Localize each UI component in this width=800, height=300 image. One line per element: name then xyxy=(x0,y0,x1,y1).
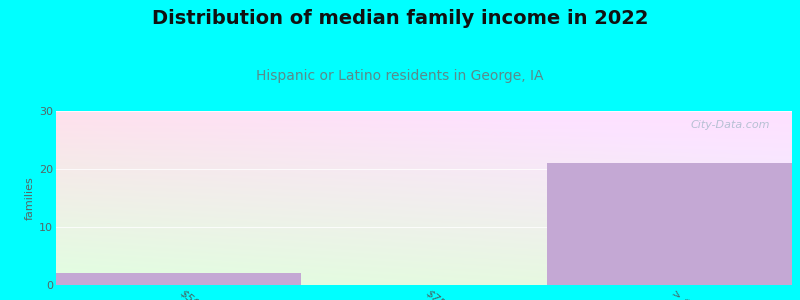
Bar xyxy=(546,163,792,285)
Text: Distribution of median family income in 2022: Distribution of median family income in … xyxy=(152,9,648,28)
Text: Hispanic or Latino residents in George, IA: Hispanic or Latino residents in George, … xyxy=(256,69,544,83)
Y-axis label: families: families xyxy=(25,176,35,220)
Text: City-Data.com: City-Data.com xyxy=(690,120,770,130)
Bar xyxy=(56,273,302,285)
